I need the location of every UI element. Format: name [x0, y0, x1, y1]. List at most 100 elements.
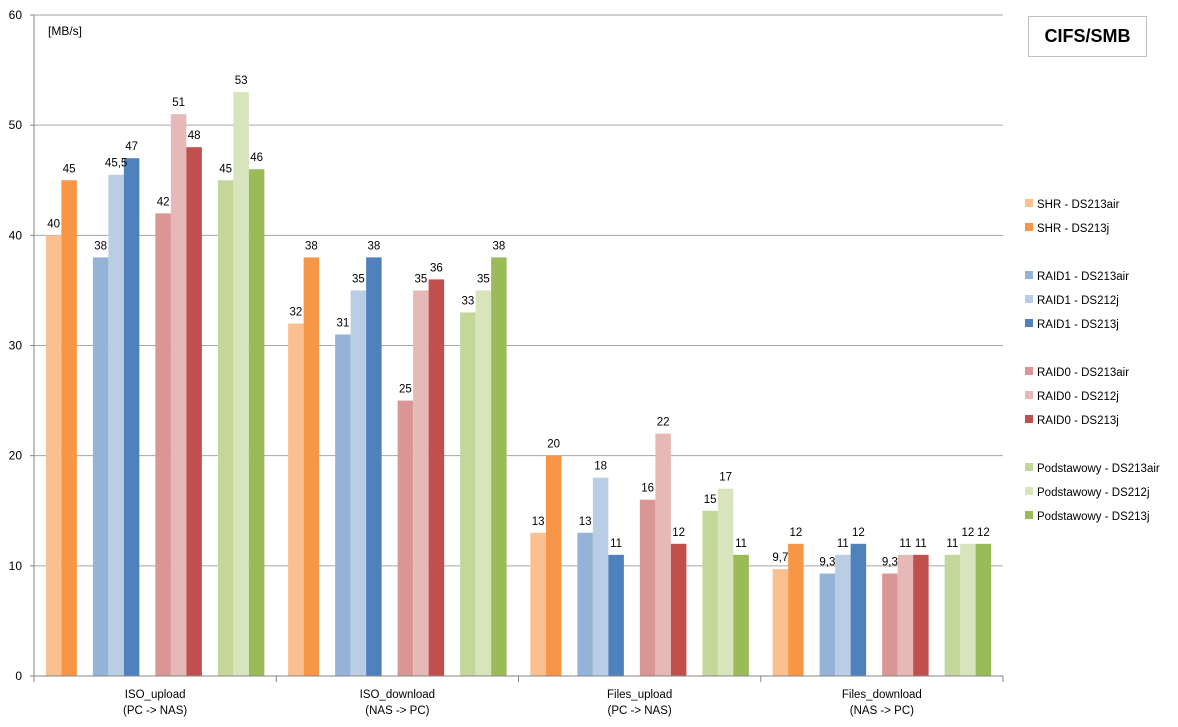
legend-label: Podstawowy - DS213air: [1037, 463, 1160, 475]
data-label: 36: [430, 262, 443, 274]
legend-swatch: [1025, 367, 1033, 375]
data-label: 46: [250, 152, 263, 164]
data-label: 33: [461, 295, 474, 307]
data-label: 11: [899, 538, 911, 550]
data-label: 32: [289, 306, 302, 318]
bar: [108, 174, 124, 676]
data-label: 40: [47, 218, 60, 230]
axis-layer: 0 10 20 30 40 50 60: [9, 8, 1004, 683]
bar: [186, 147, 202, 676]
legend-swatch: [1025, 295, 1033, 303]
y-tick-label: 0: [15, 669, 22, 683]
bar: [944, 554, 961, 676]
x-category-label: ISO_upload: [125, 689, 186, 701]
data-label: 35: [477, 273, 490, 285]
bar: [491, 257, 507, 676]
bar: [45, 235, 62, 677]
bar: [835, 554, 851, 676]
data-label: 12: [672, 527, 685, 539]
bar: [92, 257, 109, 676]
bar: [733, 554, 749, 676]
bar: [819, 573, 836, 676]
bar: [882, 573, 898, 676]
x-category-sublabel: (NAS -> PC): [850, 705, 914, 717]
data-label: 18: [594, 461, 607, 473]
legend-label: RAID0 - DS213j: [1037, 415, 1119, 427]
bar: [217, 180, 234, 676]
bar: [717, 488, 734, 676]
chart-title: CIFS/SMB: [1028, 16, 1147, 57]
bar: [475, 290, 492, 676]
bar: [975, 543, 992, 676]
bars-layer: [45, 92, 992, 677]
x-category-label: Files_download: [842, 689, 922, 701]
legend-label: RAID1 - DS213air: [1037, 271, 1129, 283]
data-label: 12: [977, 527, 990, 539]
data-label: 11: [735, 538, 747, 550]
bar: [233, 92, 249, 676]
bar: [608, 554, 624, 676]
bar: [366, 257, 382, 676]
data-label: 13: [532, 516, 545, 528]
bar: [913, 554, 929, 676]
y-tick-label: 40: [9, 228, 23, 242]
bar: [248, 169, 265, 676]
bar: [460, 312, 476, 676]
y-tick-label: 60: [9, 8, 23, 22]
data-label: 53: [235, 75, 248, 87]
data-label: 35: [352, 273, 365, 285]
legend-label: SHR - DS213air: [1037, 199, 1120, 211]
legend-label: Podstawowy - DS212j: [1037, 487, 1150, 499]
data-label: 17: [719, 472, 732, 484]
data-label: 12: [789, 527, 802, 539]
labels-layer: 40 45 38 45,5 47 42 51 48 45 53 46 ISO_upload (PC ->…: [47, 75, 990, 717]
data-label: 15: [704, 494, 717, 506]
bar: [545, 455, 562, 676]
legend-label: RAID1 - DS212j: [1037, 295, 1119, 307]
data-label: 47: [125, 141, 138, 153]
x-category-label: Files_upload: [607, 689, 672, 701]
legend-swatch: [1025, 271, 1033, 279]
bar: [123, 158, 140, 676]
y-axis-unit-label: [MB/s]: [48, 24, 82, 38]
data-label: 42: [157, 196, 170, 208]
x-category-label: ISO_download: [360, 689, 435, 701]
data-label: 11: [837, 538, 849, 550]
data-label: 25: [399, 384, 412, 396]
data-label: 9,3: [882, 557, 898, 569]
data-label: 9,3: [819, 557, 835, 569]
y-tick-label: 50: [9, 118, 23, 132]
bar: [772, 569, 789, 676]
legend-label: RAID1 - DS213j: [1037, 319, 1119, 331]
bar: [397, 400, 414, 676]
data-label: 11: [610, 538, 622, 550]
legend-swatch: [1025, 415, 1033, 423]
bar: [413, 290, 429, 676]
bar: [592, 477, 609, 676]
bar: [61, 180, 77, 676]
data-label: 22: [657, 417, 670, 429]
legend-swatch: [1025, 487, 1033, 495]
legend-swatch: [1025, 463, 1033, 471]
data-label: 16: [641, 483, 654, 495]
data-label: 38: [367, 240, 380, 252]
legend: SHR - DS213air SHR - DS213j RAID1 - DS213a…: [1025, 199, 1160, 523]
legend-swatch: [1025, 199, 1033, 207]
bar: [303, 257, 320, 676]
data-label: 11: [915, 538, 927, 550]
bar: [530, 532, 546, 676]
data-label: 13: [579, 516, 592, 528]
data-label: 31: [336, 317, 349, 329]
data-label: 51: [172, 97, 185, 109]
bar: [788, 543, 804, 676]
bar: [155, 213, 171, 677]
x-category-sublabel: (PC -> NAS): [123, 705, 187, 717]
legend-label: Podstawowy - DS213j: [1037, 511, 1150, 523]
data-label: 38: [305, 240, 318, 252]
data-label: 9,7: [772, 552, 788, 564]
data-label: 35: [414, 273, 427, 285]
bar: [350, 290, 367, 676]
bar: [428, 279, 445, 676]
